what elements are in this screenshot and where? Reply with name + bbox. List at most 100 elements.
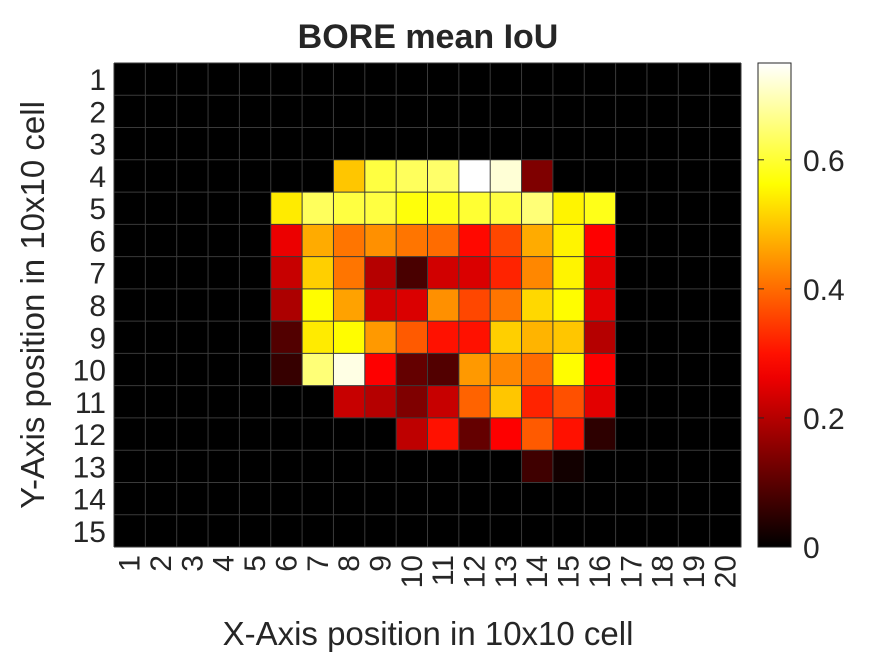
heatmap-cell [114, 95, 146, 128]
heatmap-cell [490, 63, 522, 96]
heatmap-cell [333, 63, 366, 96]
heatmap-cell [176, 385, 209, 419]
heatmap-cell [490, 95, 522, 128]
heatmap-cell [364, 95, 397, 128]
heatmap-cell [270, 256, 303, 290]
x-tick-label: 4 [208, 555, 241, 572]
heatmap-cell [615, 514, 648, 548]
heatmap-cell [521, 224, 554, 257]
heatmap-cell [490, 224, 522, 257]
heatmap-cell [521, 159, 554, 193]
y-tick-label: 15 [73, 516, 106, 549]
heatmap-cell [584, 450, 616, 483]
x-tick-label: 20 [709, 555, 742, 588]
heatmap-cell [364, 127, 397, 161]
heatmap-cell [270, 385, 303, 419]
heatmap-cell [458, 256, 491, 290]
heatmap-cell [552, 450, 585, 483]
heatmap-cell [709, 256, 742, 290]
heatmap-cell [176, 321, 209, 354]
heatmap-cell [176, 63, 209, 96]
heatmap-cell [552, 192, 585, 225]
heatmap-cell [364, 514, 397, 548]
heatmap-cell [490, 482, 522, 516]
heatmap-cell [270, 450, 303, 483]
heatmap-cell [208, 256, 240, 290]
heatmap-cell [552, 514, 585, 548]
heatmap-cell [646, 95, 679, 128]
heatmap-cell [615, 385, 648, 419]
heatmap-cell [584, 288, 616, 322]
heatmap-cell [521, 321, 554, 354]
heatmap-cell [521, 288, 554, 322]
heatmap-cell [427, 450, 460, 483]
heatmap-cell [678, 450, 711, 483]
heatmap-cell [584, 63, 616, 96]
x-tick-label: 8 [333, 555, 366, 572]
heatmap-cell [427, 159, 460, 193]
heatmap-cell [427, 288, 460, 322]
heatmap-cell [615, 127, 648, 161]
heatmap-cell [552, 159, 585, 193]
heatmap-cell [552, 385, 585, 419]
heatmap-cell [239, 450, 272, 483]
heatmap-cell [646, 482, 679, 516]
heatmap-cell [552, 224, 585, 257]
heatmap-cell [678, 224, 711, 257]
heatmap-cell [615, 224, 648, 257]
heatmap-cell [584, 224, 616, 257]
heatmap-cell [678, 353, 711, 387]
heatmap-cell [396, 192, 428, 225]
heatmap-cell [114, 417, 146, 451]
heatmap-cell [490, 288, 522, 322]
heatmap-cell [208, 514, 240, 548]
heatmap-cell [396, 63, 428, 96]
heatmap-cell [396, 321, 428, 354]
heatmap-cell [458, 224, 491, 257]
y-tick-label: 9 [89, 322, 106, 355]
heatmap-cell [302, 63, 334, 96]
heatmap-cell [584, 127, 616, 161]
heatmap-cell [333, 353, 366, 387]
heatmap-cell [709, 321, 742, 354]
heatmap-cell [396, 417, 428, 451]
heatmap-cell [114, 482, 146, 516]
heatmap-cell [302, 385, 334, 419]
heatmap-cell [427, 385, 460, 419]
heatmap-cell [646, 514, 679, 548]
heatmap-cell [646, 256, 679, 290]
heatmap-cell [490, 127, 522, 161]
heatmap-cell [458, 385, 491, 419]
x-tick-label: 19 [678, 555, 711, 588]
heatmap-cell [396, 159, 428, 193]
heatmap-cell [364, 450, 397, 483]
heatmap-cell [490, 159, 522, 193]
heatmap-cell [333, 192, 366, 225]
heatmap-cell [646, 321, 679, 354]
heatmap-cell [552, 256, 585, 290]
heatmap-cell [584, 353, 616, 387]
heatmap-cell [270, 321, 303, 354]
heatmap-cell [333, 385, 366, 419]
heatmap-grid [113, 62, 742, 548]
heatmap-cell [396, 224, 428, 257]
heatmap-cell [396, 450, 428, 483]
heatmap-cell [239, 127, 272, 161]
heatmap-cell [678, 288, 711, 322]
heatmap-cell [270, 192, 303, 225]
heatmap-cell [302, 514, 334, 548]
x-tick-label: 6 [270, 555, 303, 572]
colorbar: 0 0.2 0.4 0.6 [757, 62, 845, 565]
heatmap-cell [302, 95, 334, 128]
heatmap-cell [333, 450, 366, 483]
heatmap-cell [521, 353, 554, 387]
heatmap-cell [615, 256, 648, 290]
heatmap-cell [584, 95, 616, 128]
heatmap-cell [427, 63, 460, 96]
heatmap-cell [709, 417, 742, 451]
x-axis-label: X-Axis position in 10x10 cell [223, 615, 634, 652]
heatmap-cell [302, 417, 334, 451]
heatmap-cell [239, 385, 272, 419]
heatmap-cell [646, 288, 679, 322]
heatmap-cell [302, 256, 334, 290]
